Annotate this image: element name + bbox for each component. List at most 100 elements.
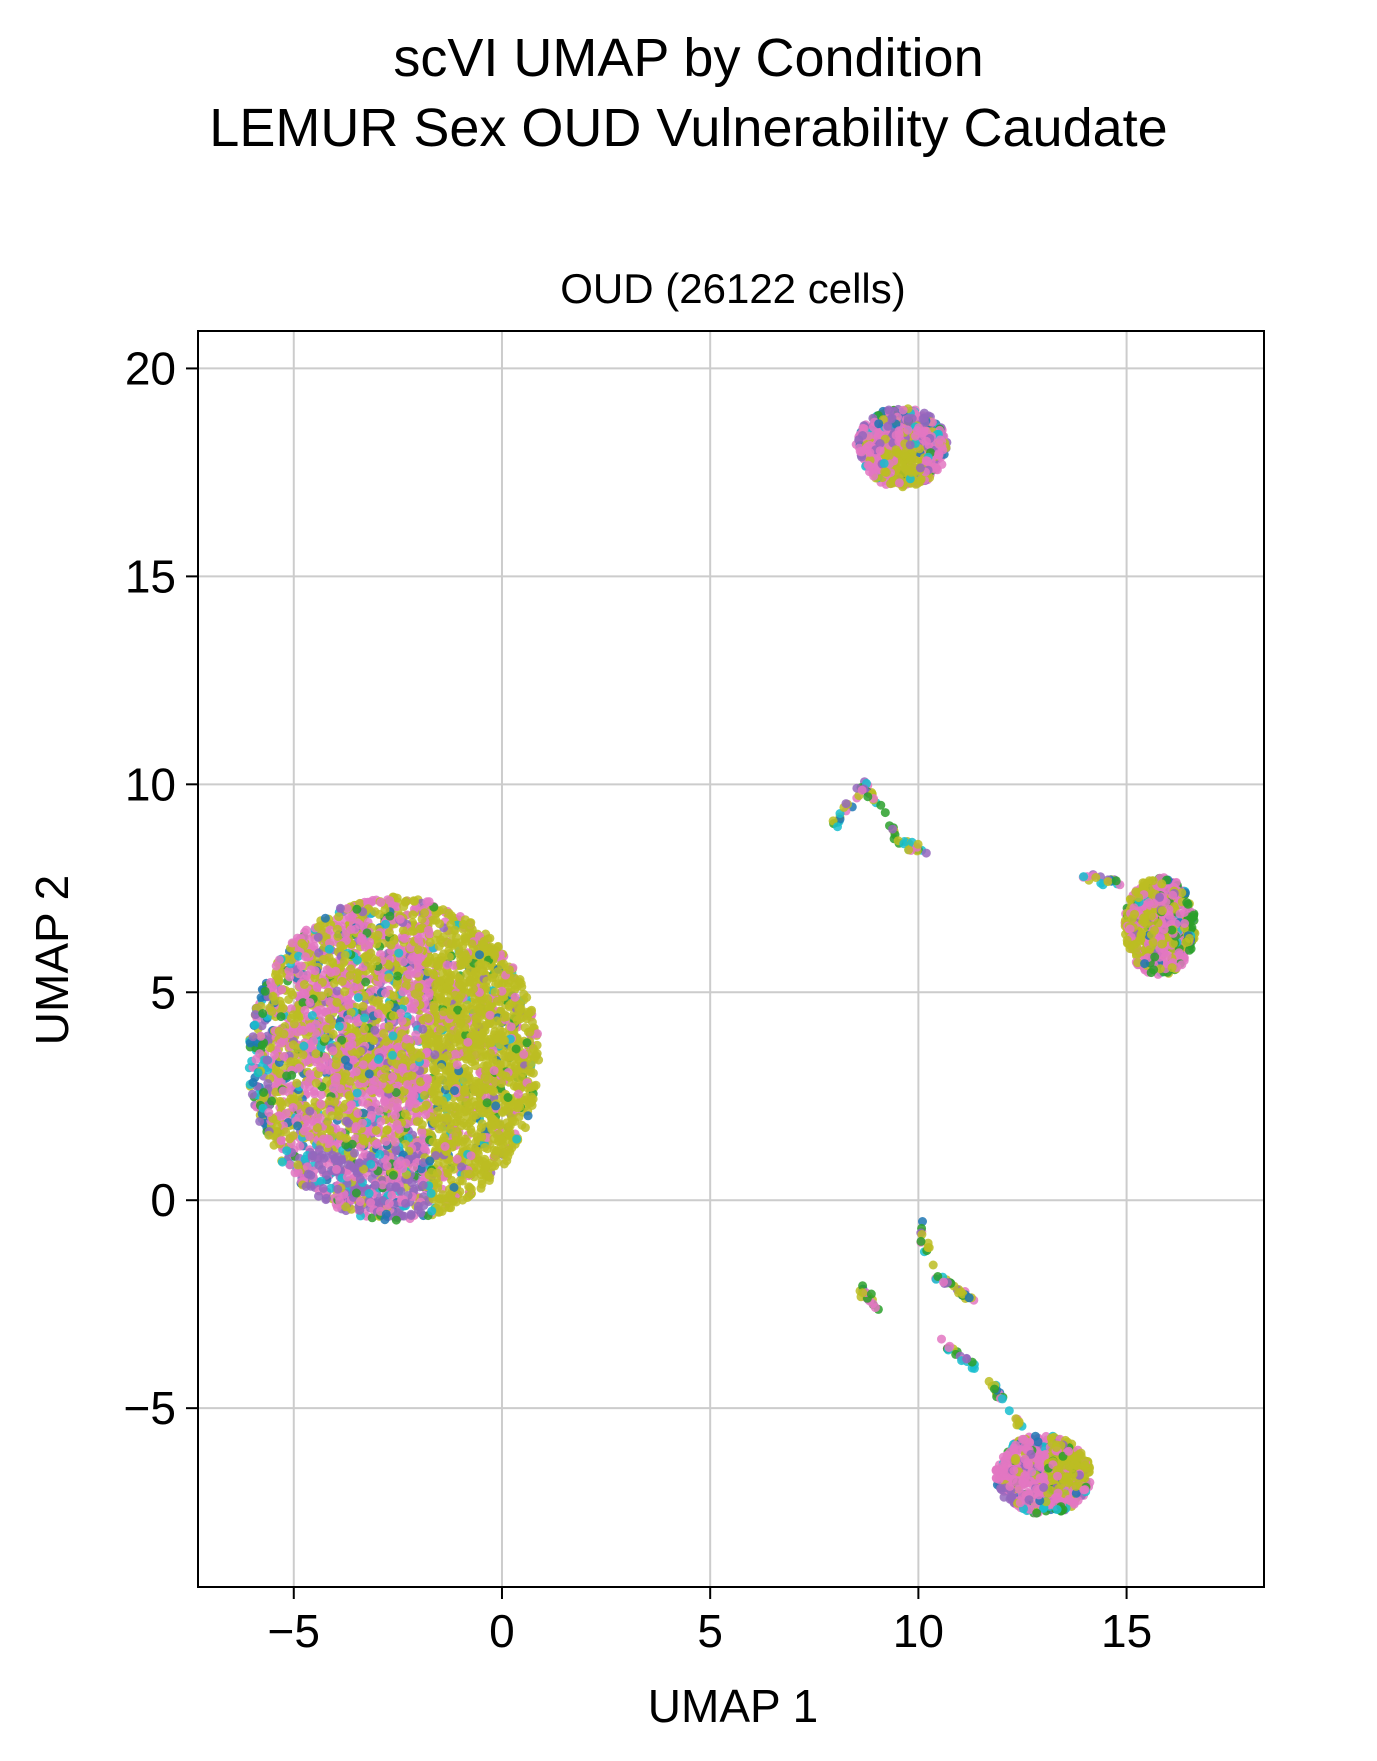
data-point [400, 996, 410, 1006]
data-point [458, 1195, 468, 1205]
data-point [429, 969, 439, 979]
data-point [479, 936, 489, 946]
data-point [352, 904, 362, 914]
data-point [452, 1060, 462, 1070]
data-point [450, 1049, 460, 1059]
data-point [414, 982, 424, 992]
chart-title: OUD (26122 cells) [560, 265, 905, 312]
data-point [433, 961, 442, 971]
data-point [370, 907, 380, 917]
data-point [385, 1084, 394, 1094]
data-point [288, 990, 297, 1000]
data-point [400, 933, 410, 943]
data-point [370, 1180, 380, 1190]
data-point [491, 1101, 501, 1111]
data-point [931, 465, 941, 474]
data-point [464, 1191, 474, 1201]
data-point [460, 1008, 470, 1018]
data-point [305, 998, 315, 1007]
data-point [384, 928, 394, 937]
data-point [350, 1148, 359, 1158]
data-point [381, 919, 390, 929]
data-point [315, 1113, 325, 1123]
data-point [353, 1109, 363, 1118]
data-point [303, 1169, 313, 1179]
data-point [482, 1098, 492, 1108]
data-point [485, 1010, 495, 1020]
data-point [355, 1197, 365, 1207]
data-point [316, 1062, 325, 1072]
data-point [299, 988, 309, 998]
data-point [271, 961, 281, 971]
data-point [418, 1180, 428, 1190]
data-point [525, 1083, 535, 1092]
data-point [431, 980, 441, 990]
data-point [449, 961, 459, 970]
data-point [391, 1110, 400, 1120]
data-point [332, 997, 342, 1007]
data-point [353, 993, 363, 1003]
data-point [905, 463, 915, 472]
data-point [292, 1078, 302, 1088]
data-point [420, 1144, 430, 1154]
data-point [340, 1055, 350, 1065]
data-point [481, 1160, 491, 1170]
data-point [334, 912, 344, 922]
data-point [316, 1099, 326, 1109]
data-point [326, 967, 336, 977]
data-point [355, 1205, 365, 1215]
data-point [358, 1118, 367, 1128]
data-point [380, 1064, 390, 1074]
data-point [440, 1142, 450, 1151]
data-point [278, 1086, 288, 1096]
data-point [444, 908, 454, 918]
data-point [499, 1050, 509, 1060]
data-point [370, 1025, 380, 1035]
data-point [499, 1012, 509, 1022]
data-point [408, 910, 418, 920]
data-point [512, 1134, 522, 1144]
data-point [338, 1103, 348, 1113]
data-point [498, 1035, 508, 1045]
data-point [270, 1050, 279, 1060]
data-point [412, 968, 422, 978]
data-point [443, 1168, 453, 1178]
data-point [491, 1146, 501, 1156]
data-point [301, 925, 311, 935]
data-point [439, 1159, 449, 1169]
data-point [523, 1007, 533, 1017]
data-point [375, 1088, 385, 1098]
data-point [476, 1123, 486, 1133]
data-point [369, 1036, 379, 1045]
data-point [520, 1123, 530, 1133]
data-point [519, 1049, 529, 1059]
data-point [442, 960, 452, 970]
data-point [460, 1022, 470, 1032]
data-point [471, 1061, 480, 1071]
data-point [505, 1001, 514, 1010]
data-point [387, 1190, 397, 1200]
data-point [401, 896, 411, 906]
data-point [324, 944, 334, 954]
data-point [463, 1037, 473, 1047]
data-point [475, 950, 484, 960]
data-point [374, 996, 384, 1006]
data-point [384, 973, 394, 983]
data-point [394, 948, 404, 958]
data-point [397, 1049, 407, 1059]
data-point [884, 405, 894, 415]
data-point [450, 925, 460, 935]
data-point [462, 969, 472, 979]
data-point [262, 1055, 272, 1065]
data-point [442, 1051, 452, 1061]
data-point [340, 987, 350, 997]
data-point [464, 1182, 474, 1192]
data-point [874, 419, 884, 429]
data-point [445, 976, 455, 986]
data-point [352, 1088, 362, 1098]
data-point [398, 987, 408, 997]
data-point [478, 1022, 488, 1032]
data-point [335, 903, 345, 913]
data-point [282, 1071, 292, 1081]
data-point [495, 1121, 505, 1130]
